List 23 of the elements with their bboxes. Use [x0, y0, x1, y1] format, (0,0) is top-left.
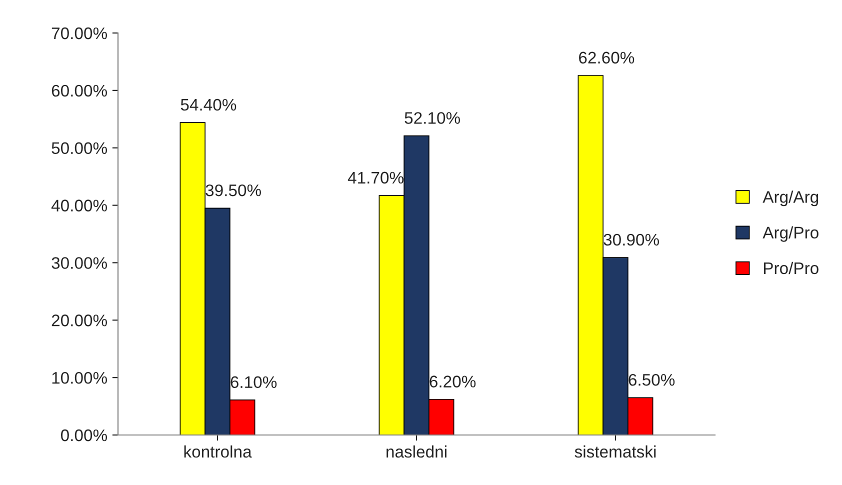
y-tick-label: 50.00% — [52, 142, 107, 154]
y-tick-label: 20.00% — [52, 314, 107, 326]
x-tick-label: kontrolna — [184, 445, 252, 458]
y-tick-label: 0.00% — [60, 429, 107, 442]
data-label: 6.50% — [628, 374, 675, 386]
y-tick-label: 40.00% — [51, 200, 107, 212]
x-tick-label: nasledni — [386, 445, 446, 458]
legend-label: Arg/Arg — [762, 190, 818, 206]
y-tick-label: 30.00% — [52, 257, 107, 269]
data-label: 52.10% — [404, 112, 460, 124]
data-label: 41.70% — [348, 172, 404, 184]
data-label: 54.40% — [180, 98, 236, 111]
legend-label: Pro/Pro — [764, 262, 818, 274]
data-label: 30.90% — [604, 234, 659, 246]
data-label: 6.10% — [230, 376, 277, 388]
y-tick-label: 10.00% — [52, 372, 107, 384]
data-label: 62.60% — [579, 52, 634, 64]
data-label: 6.20% — [430, 376, 476, 388]
y-tick-label: 70.00% — [52, 27, 107, 40]
x-tick-label: sistematski — [574, 445, 656, 458]
data-label: 39.50% — [206, 184, 261, 196]
y-tick-label: 60.00% — [52, 84, 107, 97]
legend-label: Arg/Pro — [762, 226, 818, 242]
